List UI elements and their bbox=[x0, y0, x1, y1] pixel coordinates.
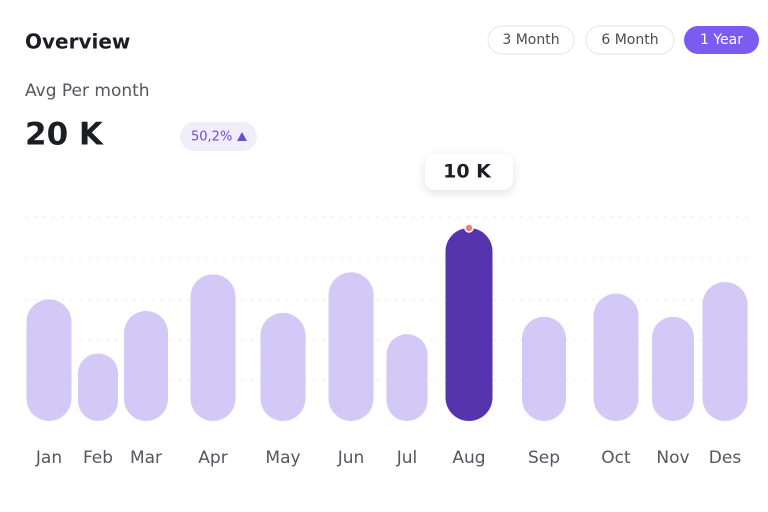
x-tick-label: Jul bbox=[396, 448, 418, 468]
x-tick-label: Sep bbox=[528, 448, 560, 468]
x-tick-label: Oct bbox=[601, 448, 631, 468]
up-arrow bbox=[237, 132, 247, 141]
bar bbox=[386, 334, 428, 421]
x-tick-label: Jan bbox=[35, 448, 62, 468]
bar bbox=[593, 293, 639, 421]
tooltip-bg bbox=[425, 154, 513, 190]
x-tick-label: Jun bbox=[337, 448, 365, 468]
bar bbox=[124, 310, 168, 421]
x-tick-label: Feb bbox=[83, 448, 113, 468]
tabs: 3 Month 6 Month 1 Year bbox=[487, 25, 759, 55]
change-value: 50,2% bbox=[191, 130, 232, 145]
bar bbox=[328, 272, 374, 421]
value-label: 10 K bbox=[443, 161, 492, 183]
bar bbox=[26, 299, 72, 421]
tab-bg bbox=[684, 26, 759, 54]
bar bbox=[78, 353, 118, 421]
tab-label: 1 Year bbox=[700, 32, 743, 48]
bar bbox=[702, 282, 748, 421]
tab[interactable]: 1 Year bbox=[684, 26, 759, 54]
tab-bg bbox=[487, 25, 575, 55]
tab-label: 6 Month bbox=[601, 32, 658, 48]
bar bbox=[522, 316, 566, 421]
tab-bg bbox=[585, 25, 675, 55]
tab[interactable]: 3 Month bbox=[487, 25, 575, 55]
x-tick-label: Mar bbox=[130, 448, 162, 468]
x-tick-label: Nov bbox=[656, 448, 689, 468]
bar bbox=[190, 274, 236, 421]
bar bbox=[652, 316, 694, 421]
marker-dot bbox=[464, 223, 474, 233]
x-tick-label: Aug bbox=[452, 448, 485, 468]
title: Overview bbox=[25, 30, 130, 54]
tab[interactable]: 6 Month bbox=[585, 25, 675, 55]
bar bbox=[445, 228, 493, 421]
bar bbox=[260, 312, 306, 421]
x-tick-label: Apr bbox=[198, 448, 227, 468]
x-tick-label: Des bbox=[709, 448, 742, 468]
change-pill bbox=[180, 122, 257, 151]
avg-value: 20 K bbox=[25, 117, 104, 153]
x-tick-label: May bbox=[265, 448, 300, 468]
tab-label: 3 Month bbox=[502, 32, 559, 48]
bars: Jan Feb Mar Apr May Jun Jul Aug 10 K Sep Oct Nov Des bbox=[26, 154, 748, 468]
avg-label: Avg Per month bbox=[25, 81, 150, 101]
